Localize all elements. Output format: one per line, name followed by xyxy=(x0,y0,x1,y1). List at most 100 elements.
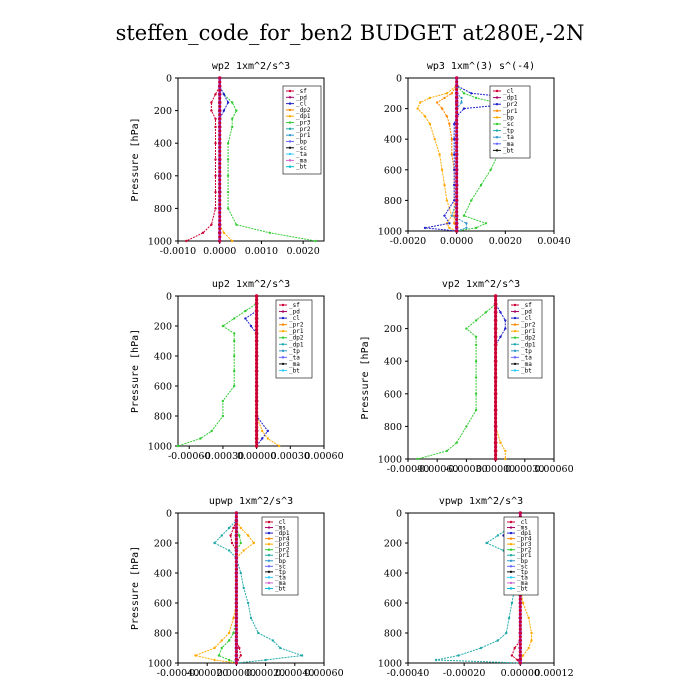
zero-marker xyxy=(455,114,459,118)
y-tick-label: 400 xyxy=(154,569,172,580)
zero-marker xyxy=(234,650,238,654)
data-point xyxy=(249,616,253,620)
x-tick-label: -0.00040 xyxy=(387,668,430,679)
legend-marker xyxy=(513,329,517,333)
zero-marker xyxy=(494,449,498,453)
zero-marker xyxy=(255,388,259,392)
data-point xyxy=(257,631,260,635)
legend-marker xyxy=(513,323,517,326)
legend-entry: _pr1 xyxy=(503,108,518,115)
zero-marker xyxy=(218,96,222,100)
legend-entry: _ta xyxy=(296,151,307,158)
zero-marker xyxy=(494,318,498,323)
legend-box xyxy=(282,85,322,175)
y-tick-label: 1000 xyxy=(378,455,402,466)
legend-entry: _bp xyxy=(503,114,514,121)
zero-marker xyxy=(494,327,498,331)
panel-title: wp2 1xm^2/s^3 xyxy=(212,61,290,72)
legend-entry: _pr2 xyxy=(289,322,304,329)
zero-marker xyxy=(494,445,498,449)
zero-marker xyxy=(494,331,498,335)
panel-5: upwp 1xm^2/s^3 0 200 400 600 800 1000-0.00040-… xyxy=(130,496,344,679)
legend-marker xyxy=(513,303,517,307)
zero-marker xyxy=(455,168,459,172)
data-point xyxy=(227,526,231,530)
data-point xyxy=(231,125,234,129)
zero-marker xyxy=(218,227,222,231)
data-point xyxy=(220,639,223,642)
data-point xyxy=(460,101,463,104)
zero-marker xyxy=(494,306,498,310)
zero-marker xyxy=(234,518,238,523)
data-point xyxy=(194,654,197,657)
zero-marker xyxy=(234,623,238,628)
legend-marker xyxy=(288,108,292,112)
data-point xyxy=(222,109,226,112)
zero-marker xyxy=(218,84,222,88)
zero-marker xyxy=(234,582,238,586)
legend-marker xyxy=(288,140,292,143)
legend-entry: _ta xyxy=(503,134,514,141)
legend-marker xyxy=(281,356,285,359)
data-point xyxy=(453,122,456,126)
y-tick-label: 1000 xyxy=(148,659,172,670)
legend-marker xyxy=(281,369,285,372)
zero-marker xyxy=(494,404,498,408)
y-tick-label: 800 xyxy=(154,204,172,215)
zero-marker xyxy=(494,343,498,347)
zero-marker xyxy=(234,522,238,526)
data-point xyxy=(507,616,511,620)
legend-marker xyxy=(509,548,513,551)
zero-marker xyxy=(255,421,259,426)
legend-marker xyxy=(281,316,285,320)
data-point xyxy=(448,122,451,126)
zero-marker xyxy=(255,324,259,328)
legend-marker xyxy=(267,520,271,524)
legend-marker xyxy=(281,303,285,307)
zero-marker xyxy=(234,657,238,661)
zero-marker xyxy=(218,137,222,141)
legend-entry: _ma xyxy=(517,580,528,587)
data-point xyxy=(465,222,468,225)
data-point xyxy=(249,324,253,328)
data-point xyxy=(530,631,533,635)
zero-marker xyxy=(518,620,522,624)
legend-marker xyxy=(288,133,292,137)
zero-marker xyxy=(518,646,522,650)
zero-marker xyxy=(494,371,498,376)
data-point xyxy=(176,444,180,448)
zero-marker xyxy=(494,400,498,404)
data-point xyxy=(214,117,217,121)
legend-entry: _dp2 xyxy=(289,335,304,342)
legend-marker xyxy=(288,127,292,131)
zero-marker xyxy=(455,206,459,210)
data-point xyxy=(504,327,507,330)
zero-marker xyxy=(218,219,222,223)
zero-marker xyxy=(234,537,238,541)
legend-marker xyxy=(288,102,292,105)
legend-entry: _bp xyxy=(296,138,307,145)
zero-marker xyxy=(234,620,238,624)
y-tick-label: 200 xyxy=(154,106,172,117)
data-point xyxy=(227,639,231,642)
zero-marker xyxy=(218,210,222,215)
zero-marker xyxy=(455,110,459,115)
data-point xyxy=(231,101,234,104)
zero-marker xyxy=(255,418,259,422)
zero-marker xyxy=(455,141,459,145)
x-tick-label: 0.0040 xyxy=(537,236,570,247)
legend-entry: _ma xyxy=(296,157,307,164)
legend-marker xyxy=(267,554,271,557)
panel-title: up2 1xm^2/s^3 xyxy=(212,279,290,290)
zero-marker xyxy=(218,166,222,170)
zero-marker xyxy=(218,174,222,178)
zero-marker xyxy=(234,511,238,515)
legend-box xyxy=(261,516,299,596)
zero-marker xyxy=(455,187,459,191)
legend-marker xyxy=(267,526,271,529)
zero-marker xyxy=(234,635,238,639)
plot-frame xyxy=(407,512,555,664)
panel-title: upwp 1xm^2/s^3 xyxy=(209,496,293,507)
legend-entry: _cl xyxy=(517,519,528,526)
zero-marker xyxy=(255,305,259,309)
